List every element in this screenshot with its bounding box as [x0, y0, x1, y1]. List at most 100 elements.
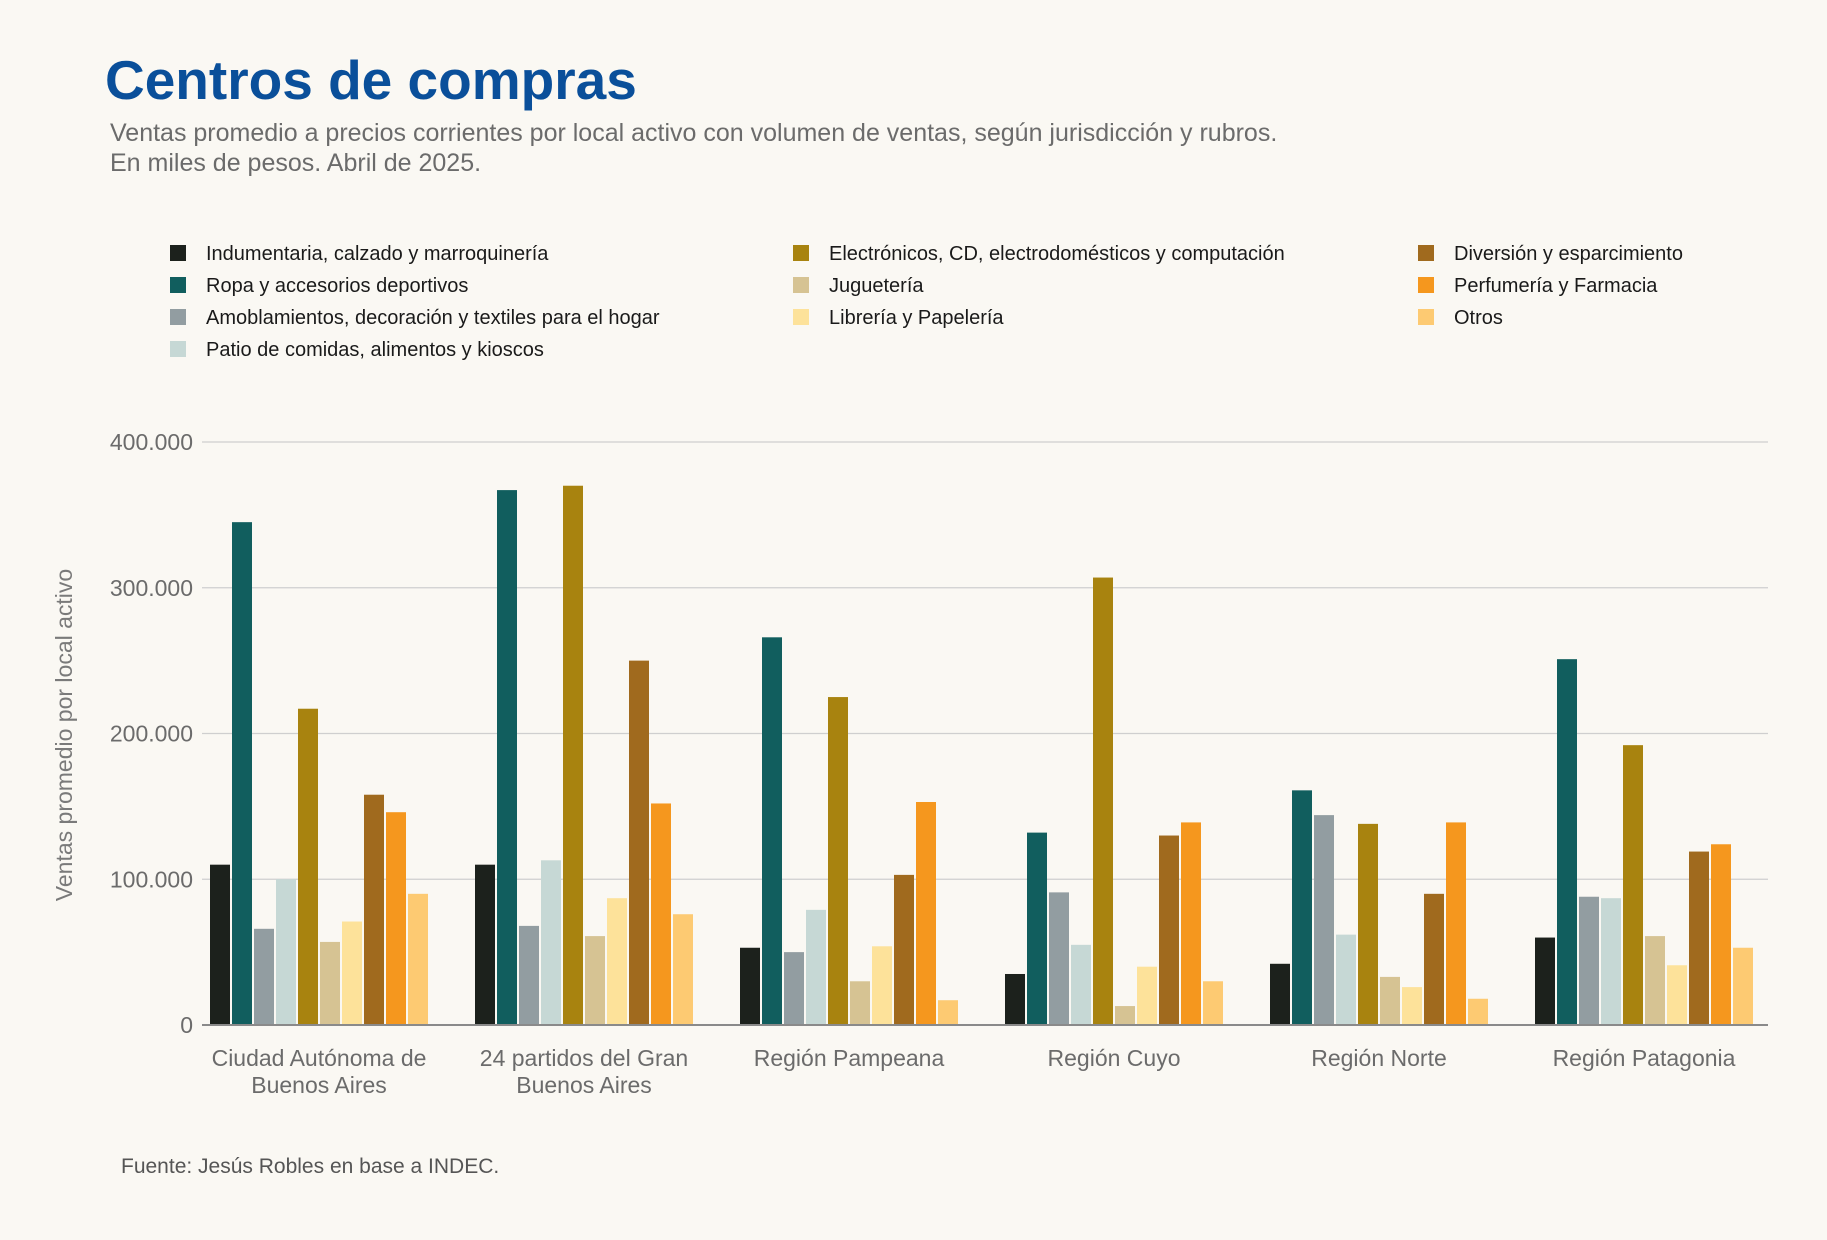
bar [364, 794, 384, 1025]
legend-item: Amoblamientos, decoración y textiles par… [170, 307, 660, 329]
bar [254, 928, 274, 1025]
legend-item: Patio de comidas, alimentos y kioscos [170, 339, 544, 361]
bar [585, 936, 605, 1025]
legend-label: Indumentaria, calzado y marroquinería [206, 243, 549, 265]
bars [210, 485, 1753, 1026]
bar [519, 925, 539, 1025]
legend-swatch [170, 245, 186, 261]
bar [894, 874, 914, 1025]
legend-swatch [793, 245, 809, 261]
y-tick-label: 400.000 [110, 429, 193, 455]
bar [1115, 1006, 1135, 1025]
bar [1601, 898, 1621, 1025]
bar [1005, 973, 1025, 1025]
bar [1623, 745, 1643, 1025]
legend-swatch [793, 277, 809, 293]
x-tick-label: Región Cuyo [1048, 1045, 1181, 1071]
bar [1336, 934, 1356, 1025]
bar [232, 522, 252, 1025]
y-tick-label: 100.000 [110, 866, 193, 892]
legend-item: Electrónicos, CD, electrodomésticos y co… [793, 243, 1285, 265]
legend-swatch [1418, 245, 1434, 261]
bar [850, 981, 870, 1025]
bar [762, 637, 782, 1025]
chart-title: Centros de compras [105, 49, 637, 111]
x-tick-label: 24 partidos del Gran Buenos Aires [480, 1045, 688, 1098]
legend-swatch [1418, 309, 1434, 325]
legend-item: Indumentaria, calzado y marroquinería [170, 243, 549, 265]
legend-label: Ropa y accesorios deportivos [206, 275, 468, 297]
bar [210, 864, 230, 1025]
legend-item: Diversión y esparcimiento [1418, 243, 1683, 265]
bar [1314, 815, 1334, 1025]
bar [1093, 577, 1113, 1025]
x-tick-label: Región Norte [1311, 1045, 1447, 1071]
legend-label: Juguetería [829, 275, 924, 297]
chart-subtitle: Ventas promedio a precios corrientes por… [110, 119, 1278, 177]
bar [1181, 822, 1201, 1025]
legend-swatch [170, 277, 186, 293]
bar [828, 697, 848, 1025]
y-tick-label: 200.000 [110, 721, 193, 747]
legend-swatch [170, 341, 186, 357]
bar [651, 803, 671, 1025]
legend-label: Electrónicos, CD, electrodomésticos y co… [829, 243, 1285, 265]
bar [1579, 896, 1599, 1025]
bar [1027, 832, 1047, 1025]
legend-item: Otros [1418, 307, 1503, 329]
bar [872, 946, 892, 1025]
bar [1645, 936, 1665, 1025]
bar [1137, 966, 1157, 1025]
bar [1733, 947, 1753, 1025]
bar [408, 893, 428, 1025]
bar [740, 947, 760, 1025]
legend-item: Librería y Papelería [793, 307, 1004, 329]
bar [1535, 937, 1555, 1025]
bar [276, 879, 296, 1025]
bar [386, 812, 406, 1025]
bar [1689, 851, 1709, 1025]
x-tick-label: Región Pampeana [754, 1045, 945, 1071]
bar [784, 952, 804, 1025]
bar [1667, 965, 1687, 1025]
bar [497, 490, 517, 1025]
bar [1292, 790, 1312, 1025]
grid-lines [202, 441, 1768, 880]
bar [1446, 822, 1466, 1025]
y-axis-title: Ventas promedio por local activo [51, 569, 77, 901]
bar [1203, 981, 1223, 1025]
bar [1159, 835, 1179, 1025]
x-axis: Ciudad Autónoma de Buenos Aires 24 partido… [202, 1024, 1768, 1098]
legend-swatch [793, 309, 809, 325]
legend: Indumentaria, calzado y marroquinería Rop… [170, 243, 1683, 361]
bar [1711, 844, 1731, 1025]
legend-swatch [170, 309, 186, 325]
bar [320, 941, 340, 1025]
source-note: Fuente: Jesús Robles en base a INDEC. [121, 1155, 500, 1178]
bar [673, 914, 693, 1025]
bar [1049, 892, 1069, 1025]
bar [1557, 659, 1577, 1025]
bar [541, 860, 561, 1025]
y-tick-label: 300.000 [110, 575, 193, 601]
legend-item: Juguetería [793, 275, 924, 297]
y-tick-label: 0 [180, 1012, 193, 1038]
bar [1402, 987, 1422, 1025]
legend-label: Diversión y esparcimiento [1454, 243, 1683, 265]
bar [298, 708, 318, 1025]
legend-label: Amoblamientos, decoración y textiles par… [206, 307, 660, 329]
bar [1468, 998, 1488, 1025]
bar [563, 485, 583, 1026]
bar [806, 909, 826, 1025]
legend-label: Librería y Papelería [829, 307, 1004, 329]
legend-label: Patio de comidas, alimentos y kioscos [206, 339, 544, 361]
legend-label: Perfumería y Farmacia [1454, 275, 1658, 297]
legend-item: Perfumería y Farmacia [1418, 275, 1658, 297]
bar [629, 660, 649, 1025]
x-tick-label: Ciudad Autónoma de Buenos Aires [212, 1045, 427, 1098]
legend-swatch [1418, 277, 1434, 293]
legend-item: Ropa y accesorios deportivos [170, 275, 468, 297]
bar [938, 1000, 958, 1025]
bar [1358, 823, 1378, 1025]
